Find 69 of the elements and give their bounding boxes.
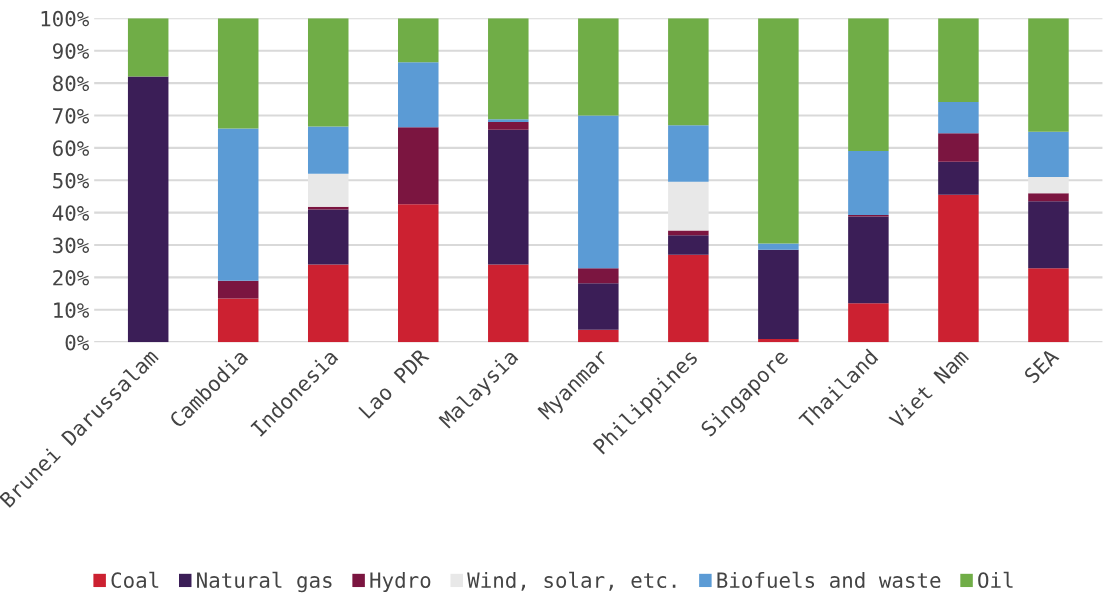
bar: [398, 62, 439, 128]
bar: [668, 235, 709, 255]
bar: [578, 115, 619, 269]
y-tick-label: 80%: [53, 75, 89, 92]
bar: [848, 303, 889, 343]
y-tick-label: 50%: [53, 172, 89, 189]
y-tick-label: 60%: [53, 140, 89, 157]
bar: [848, 151, 889, 215]
bar: [1028, 177, 1069, 194]
bar: [1028, 268, 1069, 343]
y-tick-label: 40%: [52, 205, 89, 221]
bar: [758, 249, 799, 339]
bar: [668, 181, 709, 231]
bar: [127, 76, 169, 343]
bar: [578, 329, 619, 343]
bar: [938, 194, 979, 343]
legend-label: Oil: [978, 571, 1013, 589]
x-tick-label: SEA: [1023, 347, 1060, 385]
bar: [668, 125, 709, 182]
bar: [668, 18, 709, 126]
bar: [758, 338, 799, 343]
legend-label: Biofuels and waste: [717, 571, 941, 589]
bar: [307, 209, 349, 265]
bar: [578, 283, 619, 330]
bar: [1028, 131, 1069, 178]
bar: [938, 161, 979, 195]
bar: [488, 119, 529, 122]
bar: [488, 121, 529, 130]
bar: [398, 127, 439, 205]
bar: [578, 18, 619, 116]
legend-label: Wind, solar, etc.: [467, 571, 676, 591]
bar: [488, 129, 529, 265]
y-tick-label: 20%: [53, 269, 89, 286]
y-tick-label: 70%: [53, 107, 89, 124]
bar: [938, 101, 979, 134]
bar: [668, 254, 709, 343]
bar: [1028, 201, 1069, 269]
bar: [488, 18, 529, 120]
bar: [398, 18, 439, 63]
y-tick-label: 100%: [41, 10, 89, 27]
bar: [1028, 193, 1069, 202]
bar: [217, 18, 259, 129]
y-tick-label: 30%: [53, 237, 89, 254]
bar: [668, 230, 709, 236]
bar: [758, 18, 799, 244]
legend-label: Natural gas: [197, 571, 332, 593]
legend-label: Hydro: [370, 571, 431, 593]
bar: [307, 18, 349, 127]
bar: [307, 126, 349, 174]
x-tick-label: Lao PDR: [358, 347, 430, 420]
bar: [217, 128, 259, 281]
bar: [398, 204, 439, 343]
bar: [848, 18, 889, 152]
bar: [758, 243, 799, 250]
y-tick-label: 10%: [54, 302, 89, 319]
bar: [938, 18, 979, 102]
bar: [217, 280, 259, 299]
bar: [307, 264, 349, 343]
bar: [848, 216, 889, 304]
bar: [127, 18, 169, 77]
bar: [217, 298, 259, 343]
y-tick-label: 0%: [65, 334, 89, 351]
y-tick-label: 90%: [52, 43, 89, 59]
legend-label: Coal: [111, 571, 159, 589]
bar: [307, 173, 349, 207]
bar: [488, 264, 529, 343]
bar: [578, 268, 619, 284]
bar: [1028, 18, 1069, 132]
bar: [938, 133, 979, 162]
